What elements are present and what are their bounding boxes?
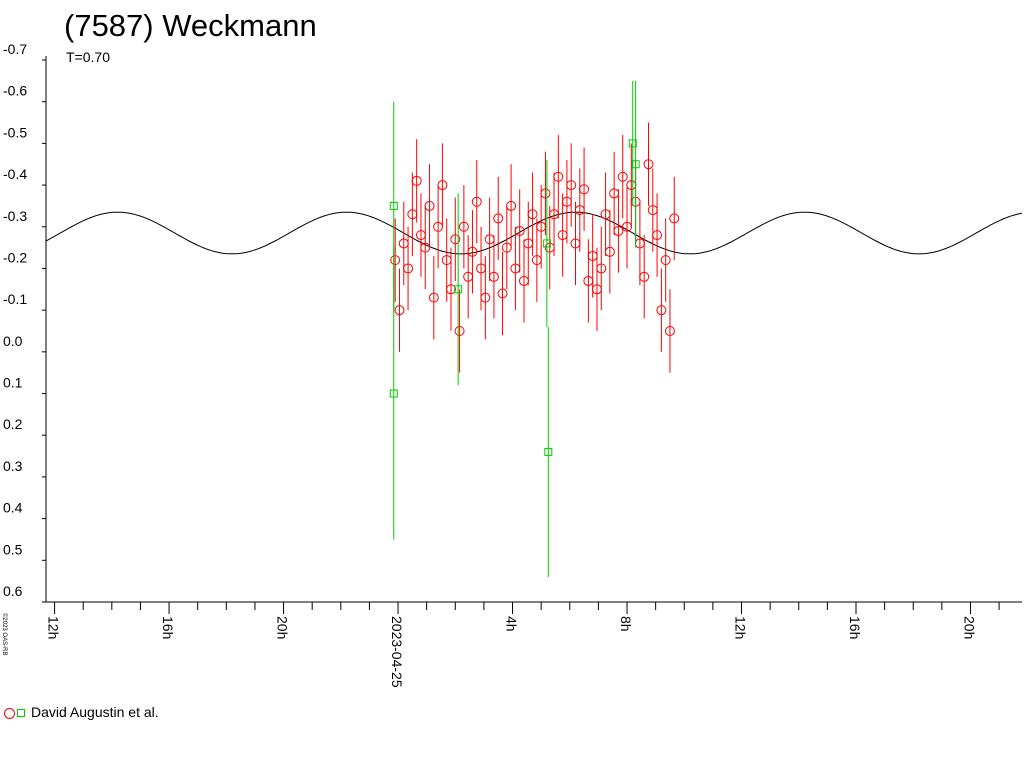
y-tick-label: 0.1	[3, 375, 23, 391]
y-tick-label: 0.3	[3, 458, 23, 474]
red-data-point	[467, 246, 478, 257]
x-tick-label: 16h	[847, 616, 863, 639]
legend: David Augustin et al.	[4, 704, 159, 720]
green-data-point	[544, 447, 553, 456]
red-data-point	[579, 184, 590, 195]
red-data-point	[493, 213, 504, 224]
legend-circle-icon	[4, 707, 15, 719]
red-data-point	[411, 175, 422, 186]
y-tick-label: 0.5	[3, 541, 23, 557]
red-data-point	[639, 271, 650, 282]
red-data-point	[527, 209, 538, 220]
green-data-point	[389, 201, 398, 210]
red-data-point	[454, 326, 465, 336]
x-tick-label: 4h	[504, 616, 520, 632]
model-curve	[45, 211, 1023, 255]
red-data-point	[514, 225, 525, 236]
red-data-point	[596, 263, 607, 274]
red-data-point	[445, 284, 456, 295]
red-data-point	[394, 305, 405, 316]
red-data-point	[471, 196, 482, 207]
x-tick-label: 8h	[618, 616, 634, 632]
red-data-point	[488, 271, 499, 282]
red-data-point	[604, 246, 615, 257]
red-data-point	[424, 200, 435, 211]
y-tick-label: -0.5	[3, 124, 27, 140]
red-data-point	[660, 255, 671, 266]
y-tick-label: 0.4	[3, 500, 23, 516]
green-data-point	[454, 285, 463, 294]
copyright-note: ©2023 OAS-RB	[1, 613, 7, 656]
legend-label: David Augustin et al.	[31, 704, 159, 720]
y-tick-label: -0.6	[3, 83, 27, 99]
red-data-point	[540, 188, 551, 199]
red-data-point	[553, 171, 564, 182]
red-data-point	[506, 200, 517, 211]
red-data-point	[613, 225, 624, 236]
x-tick-label: 20h	[275, 616, 291, 639]
red-data-point	[669, 213, 680, 224]
green-data-point	[628, 139, 637, 148]
chart-subtitle: T=0.70	[66, 49, 110, 65]
x-tick-label: 20h	[961, 616, 977, 639]
red-data-point	[450, 234, 461, 245]
legend-square-icon	[17, 709, 25, 718]
y-tick-label: -0.4	[3, 166, 27, 182]
red-data-point	[458, 221, 469, 232]
green-data-point	[542, 239, 551, 248]
red-data-point	[652, 230, 663, 241]
red-data-point	[428, 292, 439, 303]
red-data-point	[403, 263, 414, 274]
y-tick-label: -0.3	[3, 208, 27, 224]
green-data-point	[389, 389, 398, 398]
red-data-point	[390, 255, 401, 266]
red-data-point	[656, 305, 667, 316]
red-data-point	[566, 180, 577, 191]
y-tick-label: 0.6	[3, 583, 23, 599]
x-tick-label: 12h	[46, 616, 62, 639]
x-tick-label: 2023-04-25	[389, 616, 405, 688]
y-tick-label: -0.2	[3, 249, 27, 265]
y-tick-label: 0.2	[3, 416, 23, 432]
y-tick-label: -0.7	[3, 41, 27, 57]
y-tick-label: 0.0	[3, 333, 23, 349]
chart-title: (7587) Weckmann	[64, 8, 317, 43]
green-data-point	[631, 160, 640, 169]
red-data-point	[437, 180, 448, 191]
x-tick-label: 16h	[160, 616, 176, 639]
red-data-point	[617, 171, 628, 182]
red-data-point	[664, 326, 675, 336]
red-data-point	[497, 288, 508, 299]
red-data-point	[480, 292, 491, 303]
x-tick-label: 12h	[733, 616, 749, 639]
red-data-point	[643, 159, 654, 170]
y-tick-label: -0.1	[3, 291, 27, 307]
